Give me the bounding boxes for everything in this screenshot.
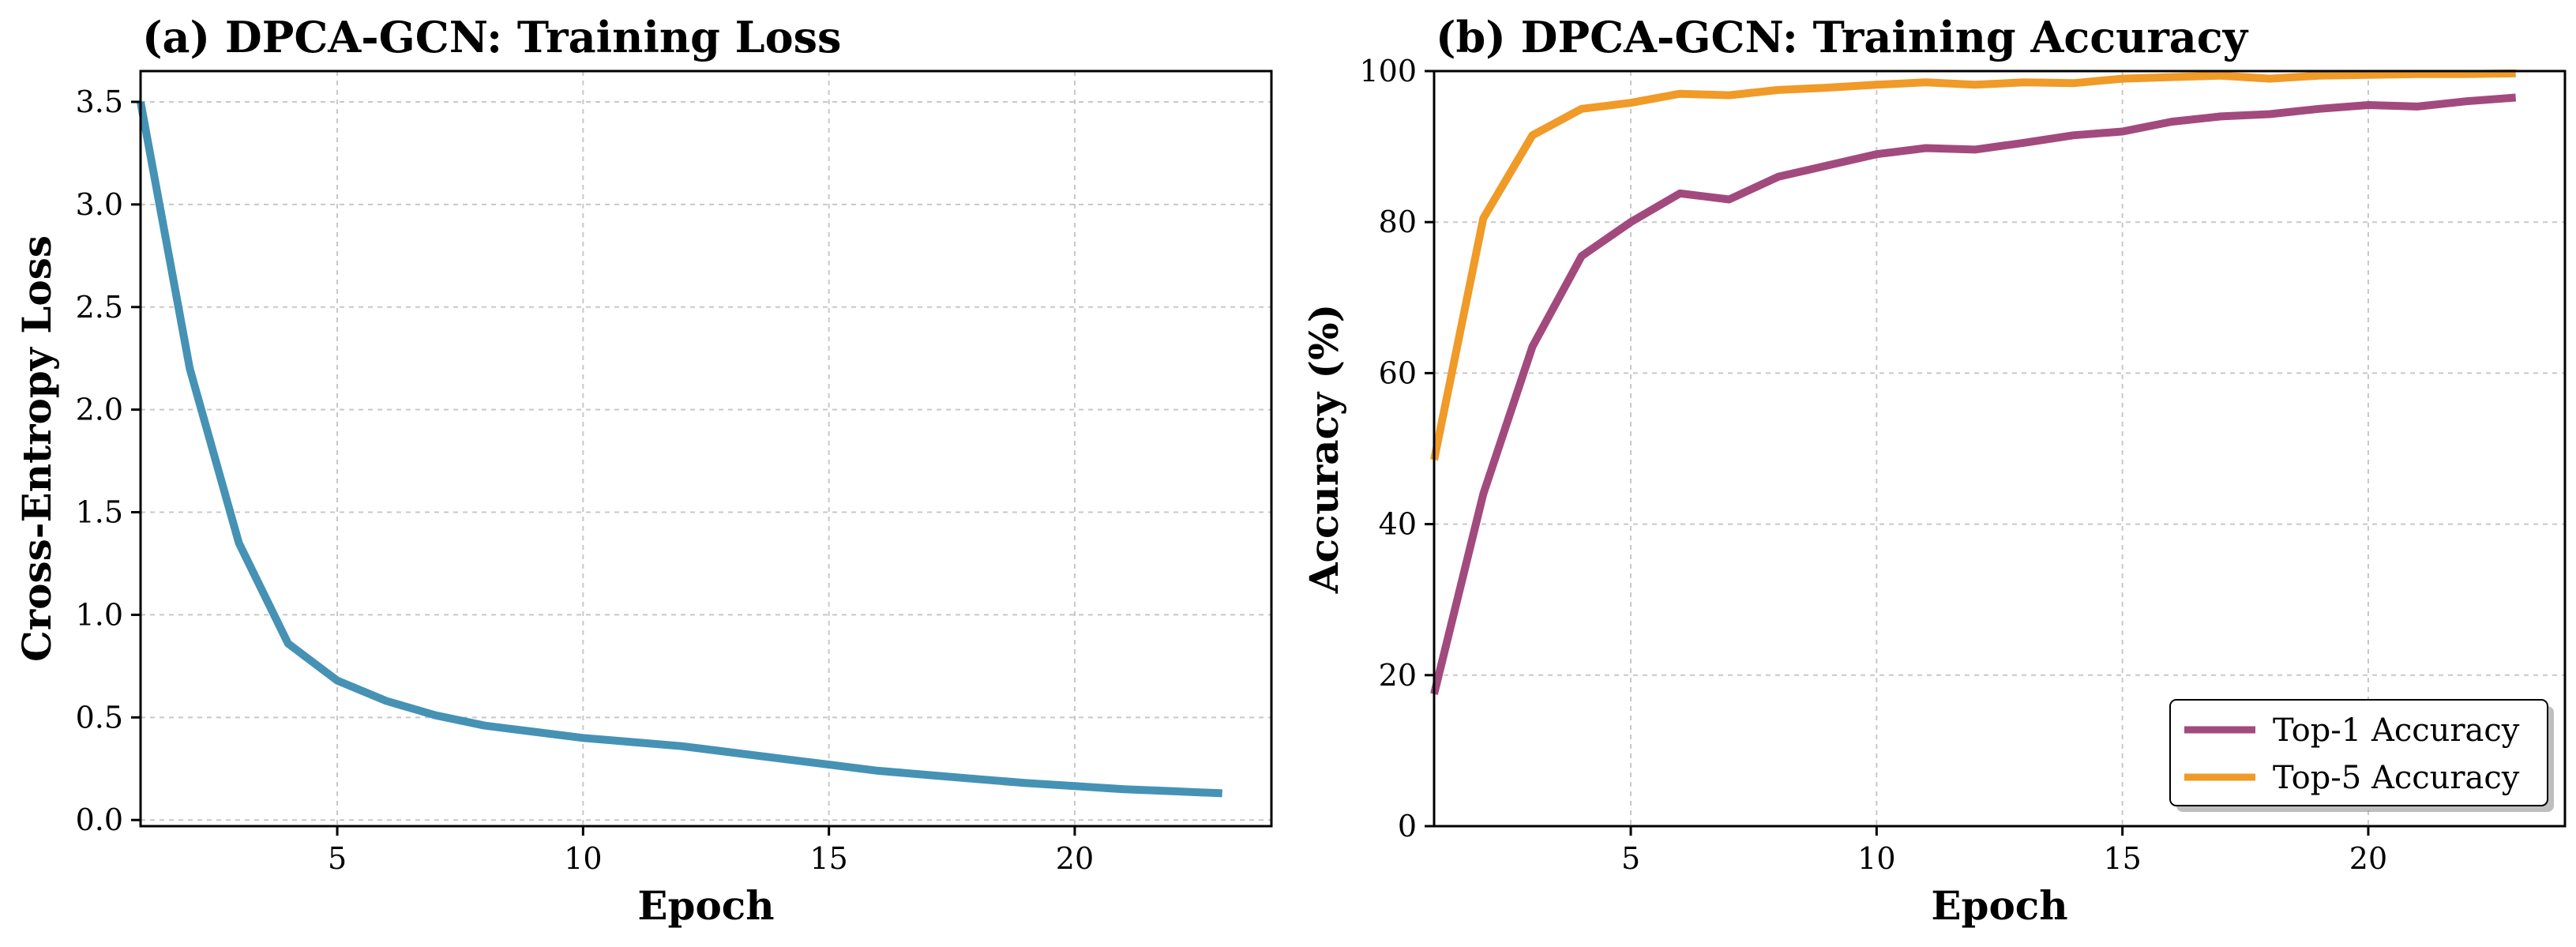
- accuracy-chart-title: (b) DPCA-GCN: Training Accuracy: [1436, 12, 2249, 62]
- loss-y-tick-label: 0.5: [76, 700, 123, 735]
- accuracy-ticks: 5 10 15 20 0 20 40 60 80 100: [1359, 54, 2387, 876]
- loss-x-tick-label: 10: [564, 841, 602, 876]
- loss-x-axis-label: Epoch: [637, 882, 774, 929]
- accuracy-panel: (b) DPCA-GCN: Training Accuracy 5 10 15 20 0…: [1301, 12, 2567, 929]
- loss-y-tick-label: 1.0: [76, 597, 123, 632]
- accuracy-y-tick-label: 60: [1379, 355, 1417, 390]
- loss-panel: (a) DPCA-GCN: Training Loss 5 10 15 20 0.0 0.…: [13, 12, 1273, 929]
- accuracy-x-tick-label: 5: [1621, 841, 1640, 876]
- accuracy-x-tick-label: 10: [1857, 841, 1895, 876]
- accuracy-plot-frame: [1433, 70, 2567, 828]
- accuracy-y-axis-label: Accuracy (%): [1301, 304, 1347, 595]
- loss-chart-title: (a) DPCA-GCN: Training Loss: [142, 12, 841, 62]
- accuracy-y-tick-label: 40: [1379, 507, 1417, 542]
- accuracy-x-tick-label: 20: [2349, 841, 2387, 876]
- accuracy-y-tick-label: 80: [1379, 205, 1417, 239]
- training-loss-line: [137, 101, 1222, 798]
- loss-x-tick-label: 5: [328, 841, 347, 876]
- loss-y-tick-label: 2.0: [76, 393, 123, 427]
- loss-y-axis-label: Cross-Entropy Loss: [13, 235, 60, 662]
- accuracy-y-tick-label: 100: [1359, 54, 1417, 88]
- accuracy-x-tick-label: 15: [2103, 841, 2141, 876]
- loss-x-tick-label: 15: [809, 841, 847, 876]
- legend-top5-label: Top-5 Accuracy: [2273, 760, 2520, 796]
- loss-plot-frame: [139, 70, 1273, 828]
- top-5-accuracy-line: [1430, 69, 2516, 461]
- top-1-accuracy-line: [1430, 93, 2517, 695]
- legend-top1-label: Top-1 Accuracy: [2273, 712, 2520, 749]
- accuracy-y-tick-label: 20: [1379, 658, 1417, 693]
- loss-y-tick-label: 1.5: [76, 495, 123, 530]
- loss-y-tick-label: 3.0: [76, 187, 123, 222]
- loss-y-tick-label: 0.0: [76, 802, 123, 837]
- accuracy-x-axis-label: Epoch: [1931, 882, 2067, 929]
- accuracy-series-group: [1430, 69, 2517, 695]
- loss-grid: [141, 71, 1271, 826]
- loss-y-tick-label: 2.5: [76, 290, 123, 325]
- loss-ticks: 5 10 15 20 0.0 0.5 1.0 1.5 2.0 2.5 3.0 3.5: [76, 85, 1095, 876]
- loss-y-tick-label: 3.5: [76, 85, 123, 119]
- accuracy-legend: Top-1 Accuracy Top-5 Accuracy: [2169, 699, 2554, 812]
- loss-series-group: [137, 101, 1222, 798]
- accuracy-y-tick-label: 0: [1398, 809, 1417, 844]
- loss-x-tick-label: 20: [1056, 841, 1094, 876]
- legend-box: [2169, 699, 2548, 806]
